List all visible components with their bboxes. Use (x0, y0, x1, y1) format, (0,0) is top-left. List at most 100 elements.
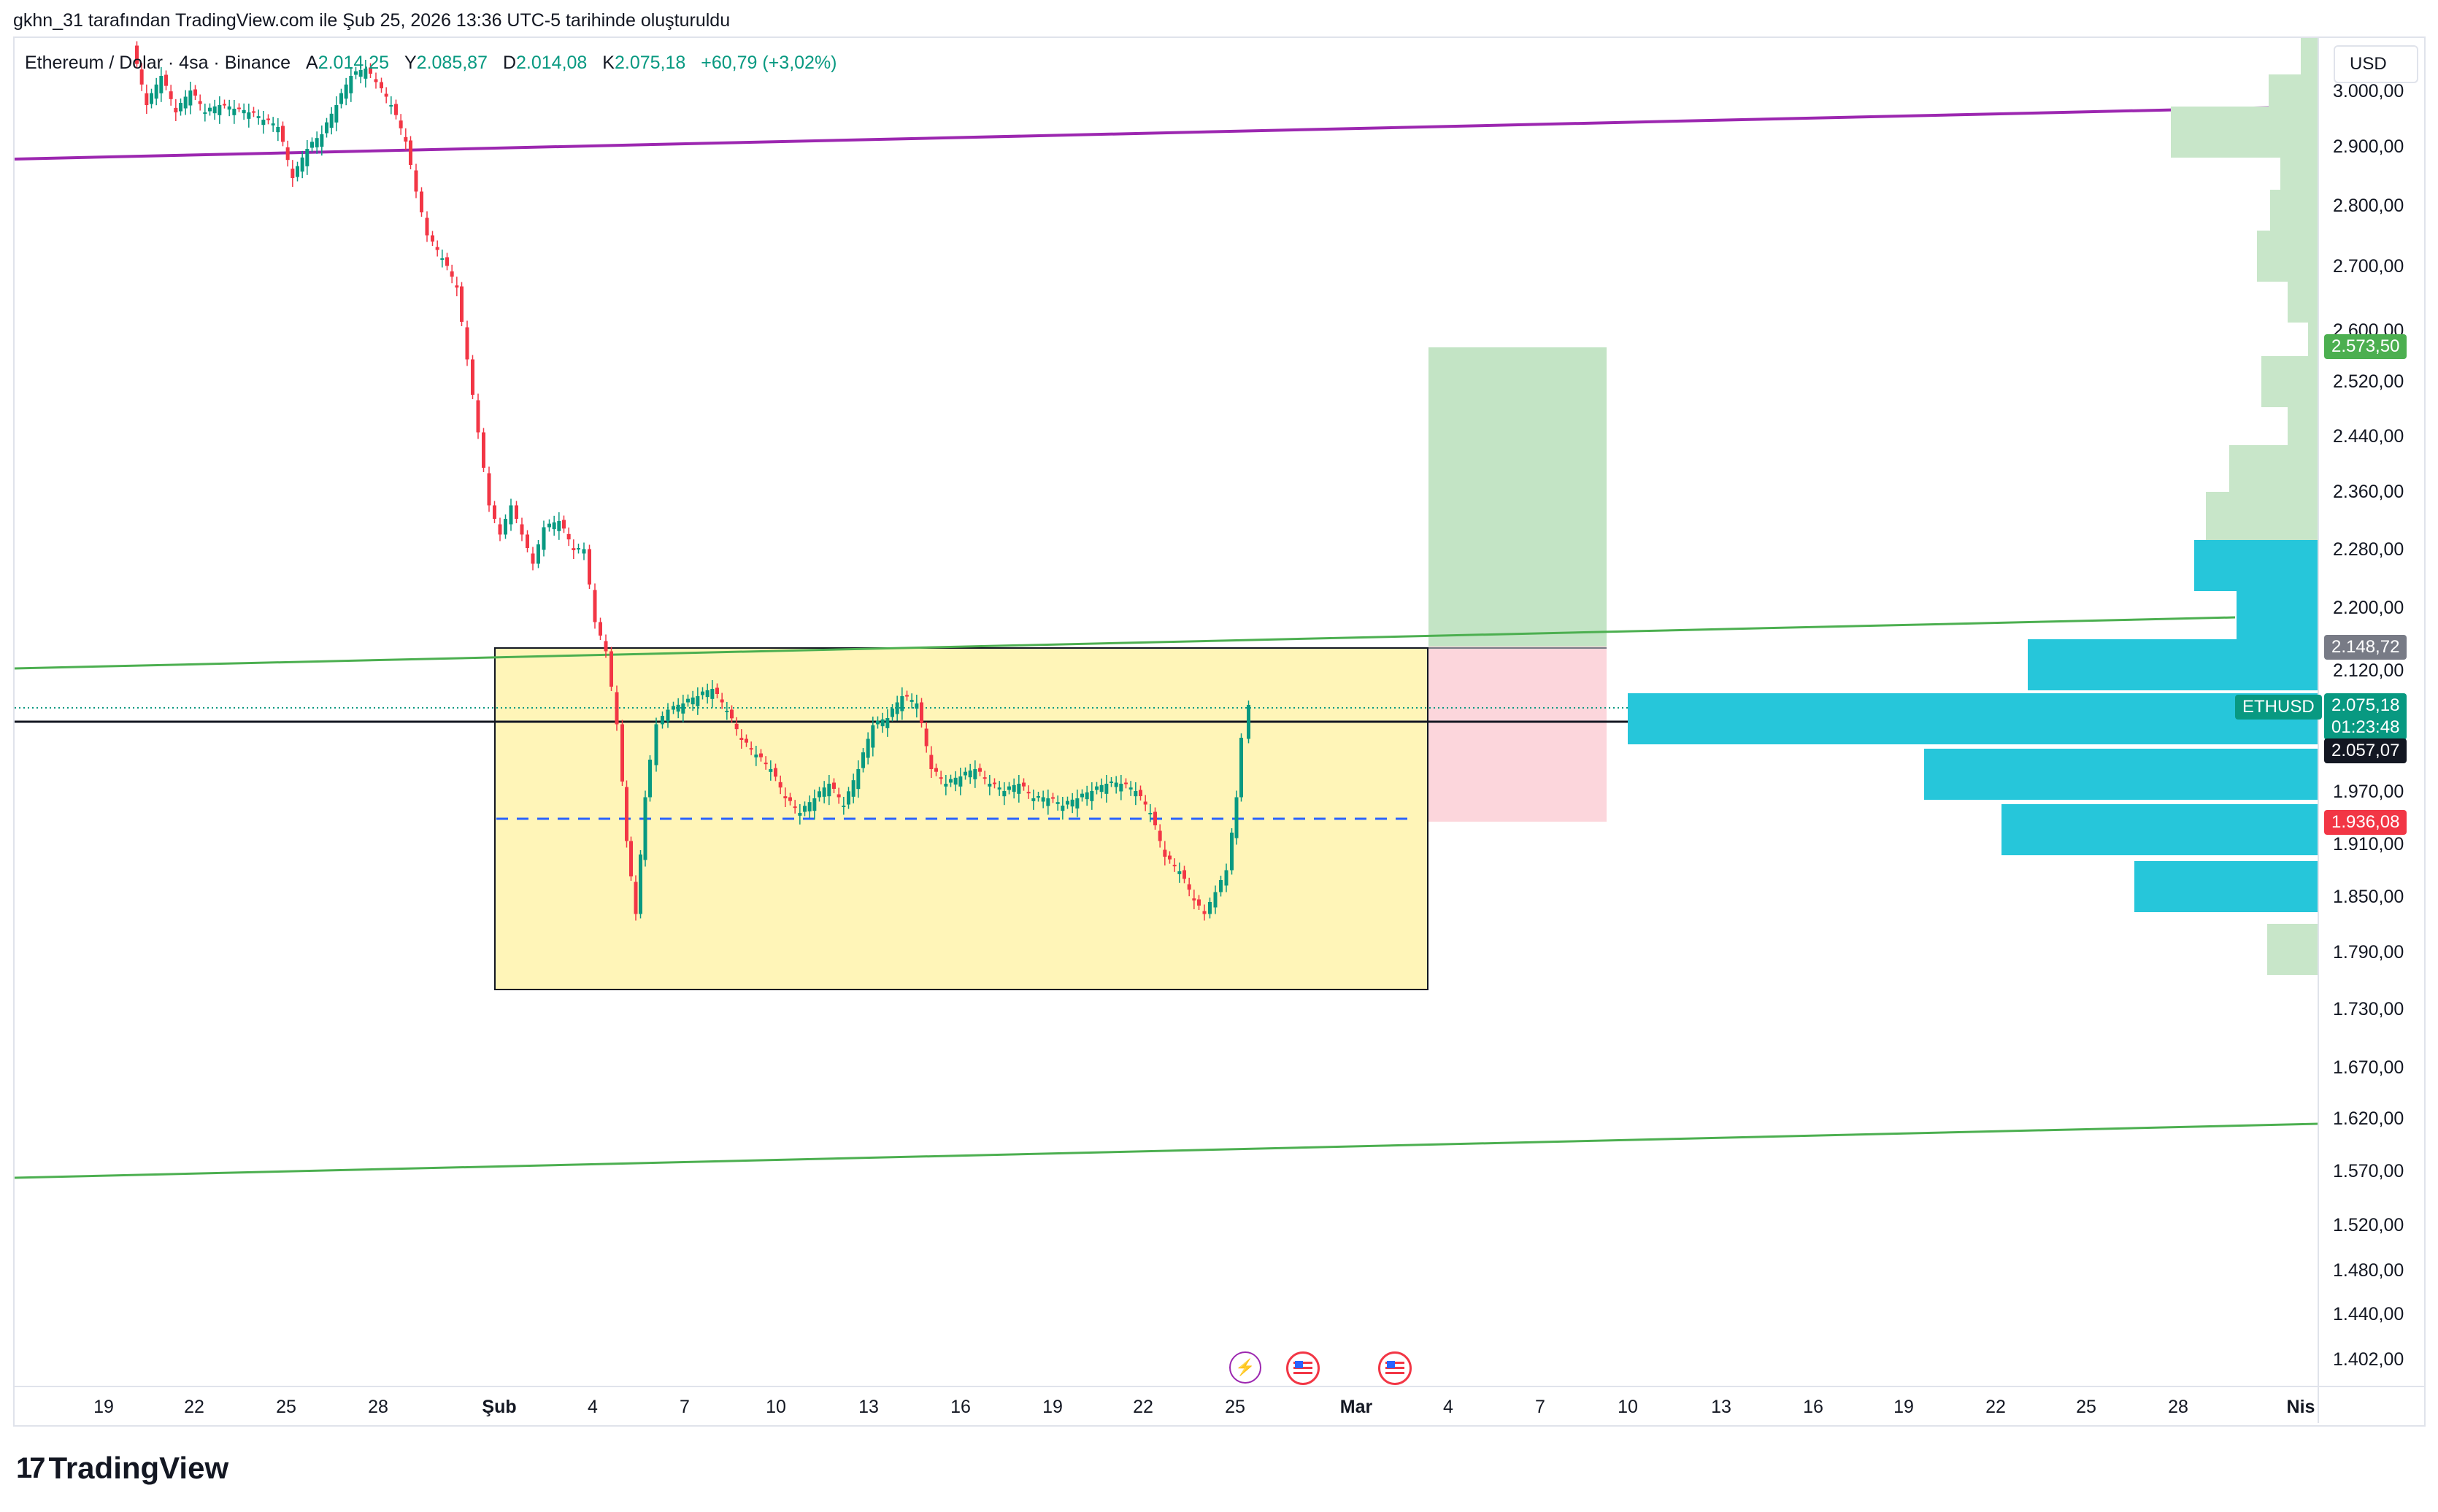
time-axis-label: 28 (368, 1397, 388, 1417)
currency-selector[interactable]: USD (2334, 45, 2418, 83)
candle-body (715, 687, 719, 694)
candle-body (1208, 902, 1212, 914)
candle-body (493, 505, 496, 519)
candle-body (1017, 784, 1021, 794)
candle-body (1099, 784, 1104, 792)
us-flag-icon[interactable] (1286, 1351, 1320, 1385)
candle-body (993, 782, 996, 784)
lightning-icon[interactable]: ⚡ (1229, 1351, 1261, 1384)
time-axis-label: 25 (1225, 1397, 1245, 1417)
candle-body (629, 841, 633, 876)
price-axis-label: 1.910,00 (2333, 834, 2404, 855)
price-axis-label: 1.850,00 (2333, 887, 2404, 907)
price-axis-label: 1.480,00 (2333, 1260, 2404, 1281)
time-axis-label: 13 (1711, 1397, 1731, 1417)
candle-body (169, 91, 173, 99)
candle-body (1224, 870, 1228, 886)
candle-body (320, 134, 324, 147)
low-value: 2.014,08 (516, 53, 588, 73)
price-axis-label: 3.000,00 (2333, 81, 2404, 101)
us-flag-icon[interactable] (1378, 1351, 1412, 1385)
candle-body (354, 71, 358, 75)
candle-body (978, 768, 982, 772)
ohlc-legend: Ethereum / Dolar · 4sa · Binance A2.014,… (25, 53, 837, 73)
candle-body (476, 400, 480, 433)
candle-body (725, 711, 729, 712)
candle-body (1080, 793, 1084, 798)
price-axis-label: 2.700,00 (2333, 256, 2404, 277)
candle-body (807, 802, 812, 811)
price-axis-label: 2.200,00 (2333, 598, 2404, 618)
candle-body (1183, 870, 1186, 879)
candle-body (1168, 855, 1172, 860)
candle-body (604, 641, 608, 652)
price-axis-label: 1.970,00 (2333, 782, 2404, 802)
candle-body (749, 748, 753, 750)
candle-body (778, 782, 782, 788)
candle-body (276, 127, 280, 133)
candle-body (861, 752, 865, 768)
candle-body (856, 769, 861, 790)
ticker-tag: ETHUSD (2235, 695, 2322, 720)
candle-body (1066, 801, 1069, 805)
volume-profile-bar (2028, 639, 2318, 690)
candle-body (193, 89, 197, 96)
candle-body (929, 755, 934, 769)
candle-body (445, 257, 449, 266)
candle-body (764, 763, 768, 765)
volume-profile-bar (2194, 540, 2318, 591)
tradingview-logo[interactable]: 17 TradingView (16, 1451, 229, 1485)
candle-body (440, 258, 445, 260)
candle-body (380, 82, 383, 88)
candle-body (384, 93, 388, 97)
time-axis-label: 13 (858, 1397, 879, 1417)
candle-body (1041, 797, 1045, 802)
candle-body (988, 784, 992, 787)
candle-body (1012, 784, 1016, 792)
candle-body (934, 768, 938, 772)
candle-body (237, 107, 241, 109)
candle-body (968, 770, 972, 778)
candle-body (701, 691, 704, 695)
candle-body (949, 779, 953, 783)
candle-body (509, 505, 513, 525)
candle-body (145, 93, 149, 105)
symbol-label[interactable]: Ethereum / Dolar · 4sa · Binance (25, 53, 291, 73)
candle-body (1143, 801, 1147, 805)
candle-body (154, 84, 158, 99)
last-price-tag: 2.075,18 (2324, 693, 2407, 718)
candle-body (1163, 849, 1167, 857)
candle-body (310, 142, 314, 148)
high-value: 2.085,87 (416, 53, 488, 73)
candle-body (315, 138, 319, 147)
candle-body (482, 432, 485, 468)
candle-body (939, 777, 943, 779)
candle-body (531, 553, 535, 564)
candle-body (696, 696, 700, 706)
candle-body (588, 549, 591, 585)
candle-body (223, 104, 226, 106)
candle-body (847, 791, 850, 805)
volume-profile-bar (2001, 804, 2318, 855)
candle-body (1213, 892, 1218, 908)
time-axis-label: 19 (1042, 1397, 1063, 1417)
time-axis-label: 4 (1443, 1397, 1453, 1417)
time-axis-label: 4 (588, 1397, 598, 1417)
candle-body (369, 67, 372, 74)
candle-body (542, 527, 546, 550)
price-axis-label: 1.402,00 (2333, 1349, 2404, 1370)
channel-top-line (14, 105, 2319, 161)
candle-body (198, 101, 202, 104)
candle-body (1110, 782, 1113, 783)
candle-body (329, 113, 334, 128)
candle-body (515, 505, 518, 519)
candle-body (526, 534, 529, 548)
profit-zone (1428, 347, 1607, 647)
candle-body (593, 590, 597, 622)
candle-body (139, 69, 144, 85)
candle-body (349, 76, 353, 93)
candle-body (891, 709, 894, 717)
candle-body (1187, 884, 1191, 890)
chart-frame[interactable] (13, 36, 2426, 1427)
